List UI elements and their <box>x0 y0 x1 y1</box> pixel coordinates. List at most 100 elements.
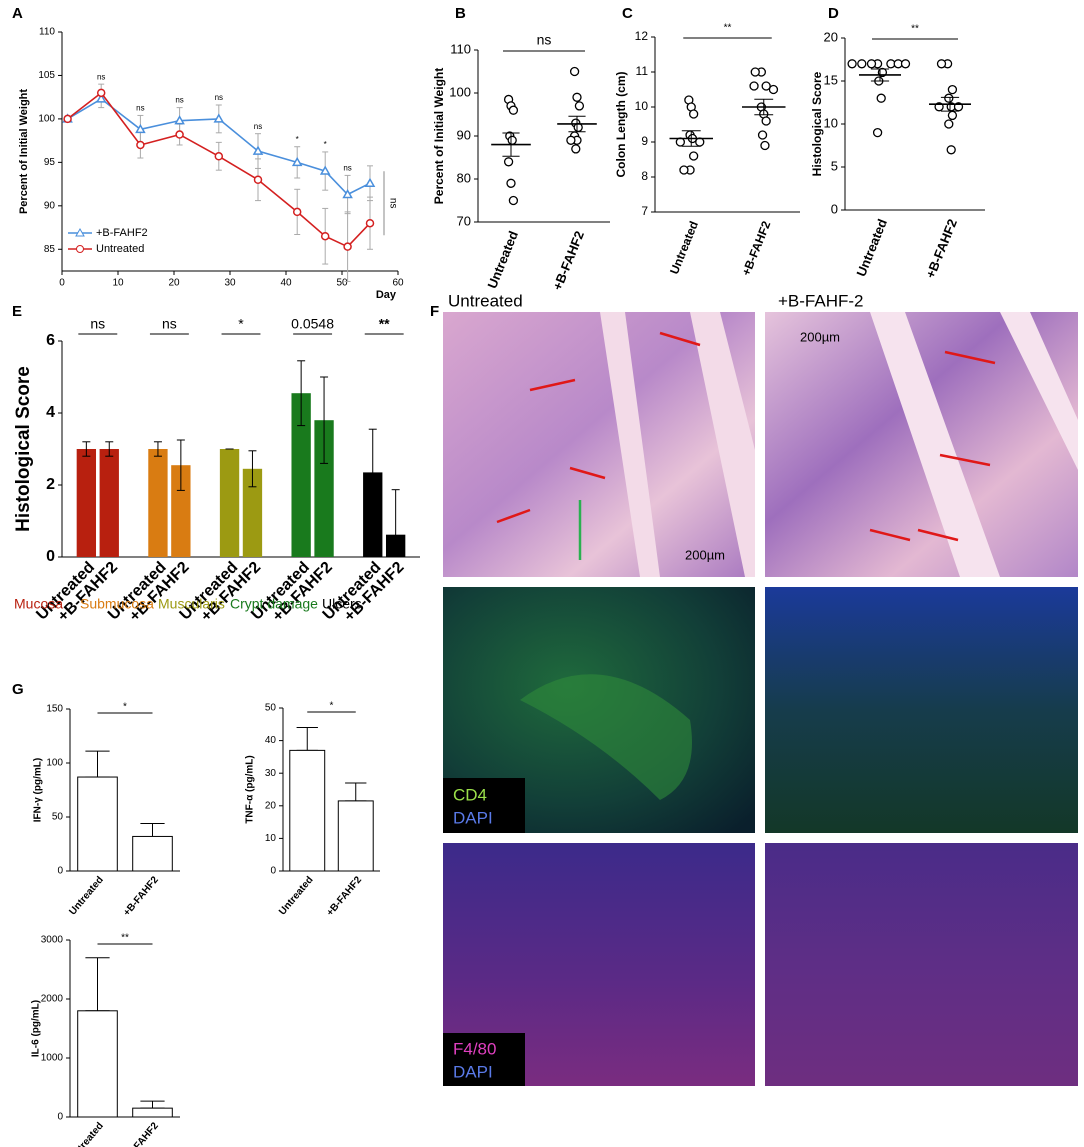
category-label: Ulcers <box>322 596 362 612</box>
data-point <box>749 81 759 91</box>
y-tick-label: 30 <box>265 768 277 779</box>
significance: ns <box>537 32 552 48</box>
x-tick-label: +B-FAHF2 <box>122 874 162 918</box>
data-point <box>761 81 771 91</box>
category-label: Submucosa <box>80 596 154 612</box>
arrows <box>496 331 996 542</box>
data-point <box>944 119 954 129</box>
data-point <box>508 105 519 115</box>
significance: ns <box>387 198 398 209</box>
marker <box>213 113 225 123</box>
x-tick-label: +B-FAHF2 <box>923 217 960 281</box>
significance: ns <box>97 72 105 81</box>
marker <box>175 130 184 139</box>
bar <box>242 468 263 557</box>
data-point <box>566 135 576 145</box>
significance: ns <box>215 93 223 102</box>
x-tick-label: +B-FAHF2 <box>550 229 587 293</box>
significance: * <box>324 140 327 149</box>
y-tick-label: 2 <box>46 476 55 493</box>
data-point <box>946 145 956 155</box>
micrograph <box>765 843 1078 1086</box>
y-tick-label: 0 <box>57 866 63 877</box>
significance: ns <box>254 122 262 131</box>
series-line <box>67 91 371 248</box>
y-tick-label: 40 <box>265 735 277 746</box>
marker <box>174 115 185 125</box>
panel-label: F <box>430 303 439 320</box>
y-tick-label: 10 <box>824 115 838 130</box>
data-point <box>679 165 689 175</box>
data-point <box>760 140 770 151</box>
x-tick-label: +B-FAHF2 <box>739 219 774 278</box>
x-tick-label: +B-FAHF2 <box>325 874 365 918</box>
bar <box>132 1107 173 1118</box>
data-point <box>508 195 519 206</box>
marker <box>365 218 375 228</box>
significance: * <box>296 135 299 144</box>
data-point <box>944 93 954 103</box>
marker <box>292 207 302 217</box>
legend-label: Untreated <box>96 243 144 255</box>
stain-label: F4/80 <box>453 1039 496 1058</box>
y-tick-label: 15 <box>824 72 838 87</box>
x-tick-label: 30 <box>224 278 236 289</box>
bar <box>132 835 173 872</box>
marker <box>63 114 72 124</box>
significance: ** <box>724 23 732 34</box>
panel-label: A <box>12 5 23 22</box>
panel-label: E <box>12 303 22 320</box>
y-tick-label: 20 <box>265 800 277 811</box>
data-point <box>757 130 768 140</box>
significance: ns <box>175 96 183 105</box>
data-point <box>857 59 867 69</box>
y-tick-label: 11 <box>636 64 649 78</box>
data-point <box>572 92 582 102</box>
x-tick-label: 50 <box>336 278 348 289</box>
marker <box>364 177 376 187</box>
y-tick-label: 12 <box>635 29 649 43</box>
data-point <box>947 84 958 95</box>
marker <box>320 231 330 241</box>
y-tick-label: 90 <box>457 127 471 142</box>
y-tick-label: 105 <box>38 70 55 81</box>
x-tick-label: 60 <box>392 278 404 289</box>
x-tick-label: 40 <box>280 278 292 289</box>
legend-box <box>443 1033 525 1086</box>
y-tick-label: 20 <box>824 29 838 44</box>
marker <box>342 189 353 199</box>
legend-marker <box>75 227 85 237</box>
data-point <box>574 101 585 111</box>
bar <box>76 449 97 557</box>
significance: * <box>238 316 244 332</box>
stain-label: DAPI <box>453 808 493 827</box>
bar <box>77 1010 118 1118</box>
marker <box>96 88 106 98</box>
y-tick-label: 0 <box>46 548 55 565</box>
data-point <box>866 59 877 69</box>
data-point <box>936 59 947 69</box>
data-point <box>872 127 883 138</box>
significance: ns <box>343 164 351 173</box>
y-tick-label: 100 <box>449 84 471 99</box>
marker <box>343 242 352 251</box>
data-point <box>689 151 699 161</box>
y-tick-label: 50 <box>52 812 64 823</box>
x-tick-label: +B-FAHF2 <box>122 1120 162 1147</box>
column-title: Untreated <box>448 291 523 310</box>
y-axis-label: Histological Score <box>13 366 34 532</box>
panel-label: D <box>828 5 839 22</box>
y-tick-label: 1000 <box>41 1053 64 1064</box>
x-tick-label: Untreated <box>484 229 521 291</box>
significance: ** <box>911 24 919 35</box>
marker <box>136 140 145 150</box>
marker <box>252 145 264 155</box>
y-tick-label: 2000 <box>41 994 64 1005</box>
micrograph <box>765 587 1078 833</box>
category-label: Crypt damage <box>230 596 318 612</box>
significance: * <box>330 701 334 712</box>
y-tick-label: 50 <box>265 703 277 714</box>
y-tick-label: 0 <box>270 866 276 877</box>
y-tick-label: 95 <box>44 157 56 168</box>
